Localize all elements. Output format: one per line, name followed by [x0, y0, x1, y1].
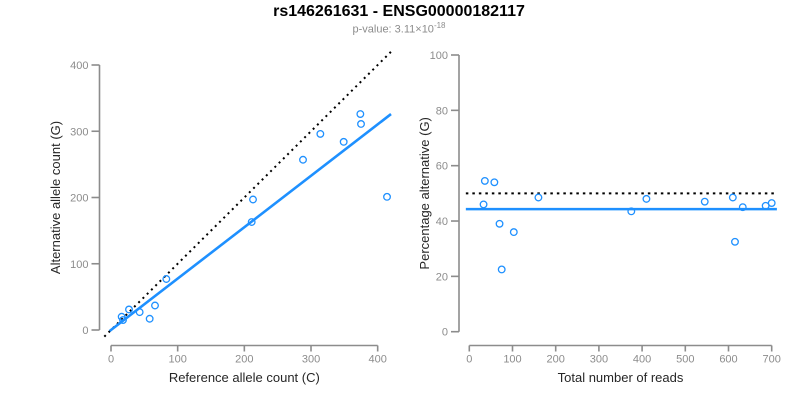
x-tick-label: 100	[503, 354, 521, 366]
p-value-text: p-value: 3.11×10	[352, 23, 434, 36]
data-point	[495, 219, 504, 228]
x-tick-label: 0	[108, 354, 114, 366]
x-tick-label: 200	[235, 354, 253, 366]
y-tick-label: 20	[436, 271, 448, 283]
data-points-percentage-vs-reads	[479, 176, 776, 274]
data-point	[356, 110, 365, 118]
data-point	[728, 193, 737, 202]
x-axis-title: Total number of reads	[558, 370, 684, 385]
data-point	[700, 197, 709, 206]
y-tick-label: 100	[70, 259, 88, 271]
data-point	[162, 275, 171, 283]
data-point	[119, 316, 127, 325]
y-tick-label: 200	[70, 193, 88, 205]
axes-percentage-vs-reads: 0 20 40 60 80 100 0 100 200 300 400 500 600 700	[430, 50, 781, 366]
data-points-allele-counts	[117, 110, 391, 325]
y-tick-label: 0	[82, 325, 88, 337]
x-tick-label: 700	[763, 354, 781, 366]
x-tick-label: 400	[369, 354, 387, 366]
data-point	[145, 314, 154, 323]
x-tick-label: 300	[590, 354, 608, 366]
data-point	[731, 237, 739, 246]
x-tick-label: 200	[547, 354, 565, 366]
y-tick-label: 300	[70, 126, 88, 138]
x-tick-label: 600	[719, 354, 737, 366]
data-point	[642, 194, 651, 203]
y-tick-label: 80	[436, 105, 448, 117]
data-point	[151, 301, 159, 310]
y-tick-label: 40	[436, 216, 448, 228]
y-axis-title: Alternative allele count (G)	[48, 121, 63, 274]
data-point	[534, 193, 543, 202]
axes-allele-counts: 0 100 200 300 400 0 100 200 300 400	[70, 60, 387, 366]
fit-line	[108, 113, 392, 333]
y-tick-label: 60	[436, 161, 448, 173]
x-tick-label: 100	[168, 354, 186, 366]
x-tick-label: 0	[466, 354, 472, 366]
plot-allele-counts: 0 100 200 300 400 0 100 200 300 400 Reference alle…	[48, 51, 392, 385]
data-point	[497, 265, 506, 274]
data-point	[247, 218, 256, 226]
data-point	[316, 129, 325, 138]
data-point	[383, 192, 391, 201]
p-value-exponent: -18	[433, 21, 446, 30]
y-axis-title: Percentage alternative (G)	[417, 117, 432, 269]
data-point	[125, 305, 133, 314]
x-tick-label: 400	[633, 354, 651, 366]
figure-title: rs146261631 - ENSG00000182117	[273, 3, 525, 20]
data-point	[479, 200, 488, 209]
x-tick-label: 500	[676, 354, 694, 366]
data-point	[480, 176, 489, 185]
data-point	[767, 199, 776, 207]
data-point	[357, 120, 365, 128]
data-point	[299, 155, 307, 164]
x-axis-title: Reference allele count (C)	[169, 370, 320, 385]
data-point	[135, 308, 144, 317]
data-point	[738, 203, 747, 212]
figure-subtitle: p-value: 3.11×10-18	[0, 21, 798, 36]
data-point	[490, 178, 499, 187]
identity-line	[103, 51, 392, 338]
data-point	[249, 195, 257, 204]
data-point	[509, 228, 518, 237]
y-tick-label: 400	[70, 60, 88, 72]
x-tick-label: 300	[302, 354, 320, 366]
y-tick-label: 100	[430, 50, 448, 62]
data-point	[339, 137, 348, 146]
y-tick-label: 0	[442, 327, 448, 339]
plot-percentage-vs-reads: 0 20 40 60 80 100 0 100 200 300 400 500 600 700 Total …	[417, 50, 781, 385]
data-point	[627, 207, 636, 216]
